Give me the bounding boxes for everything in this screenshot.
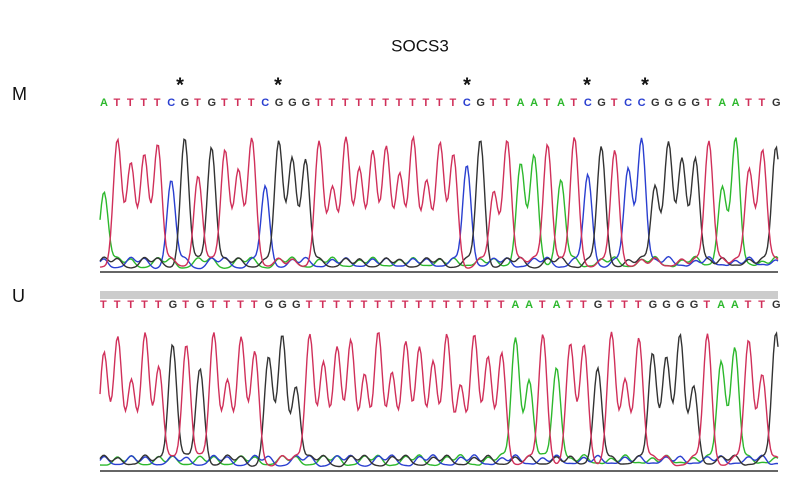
asterisks: * * * * * <box>176 74 649 96</box>
asterisk: * <box>274 74 282 96</box>
trace <box>99 138 779 269</box>
title: SOCS3 <box>391 36 449 55</box>
asterisk: * <box>641 74 649 96</box>
header-bar <box>100 291 778 299</box>
asterisk: * <box>176 74 184 96</box>
asterisk: * <box>463 74 471 96</box>
trace <box>99 134 779 269</box>
trace <box>99 331 779 468</box>
trace <box>99 331 779 467</box>
panel-label: M <box>12 84 27 104</box>
panel-label: U <box>12 286 25 306</box>
trace <box>99 137 779 270</box>
asterisk: * <box>583 74 591 96</box>
